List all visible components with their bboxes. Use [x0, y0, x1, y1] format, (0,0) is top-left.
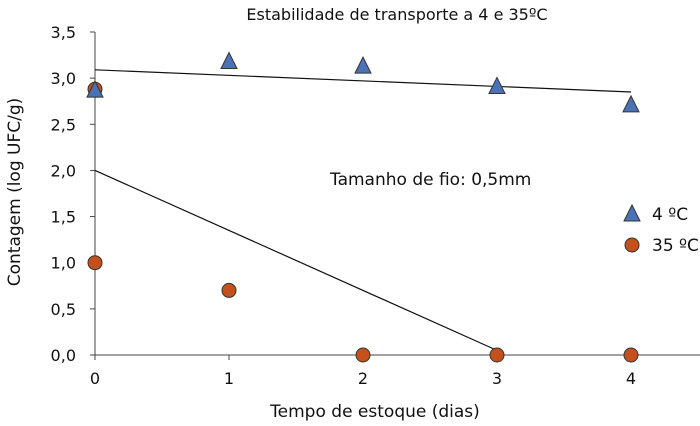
- y-tick-label: 0,5: [51, 300, 76, 319]
- triangle-point: [220, 51, 238, 70]
- circle-point: [355, 347, 371, 363]
- trendline: [94, 169, 498, 351]
- triangle-point: [622, 94, 640, 113]
- circle-point: [221, 282, 237, 298]
- legend-label: 35 ºC: [652, 236, 699, 256]
- triangle-point: [488, 76, 506, 94]
- trendline: [94, 69, 632, 93]
- chart-title: Estabilidade de transporte a 4 e 35ºC: [246, 5, 547, 24]
- x-axis-title: Tempo de estoque (dias): [269, 402, 480, 422]
- y-tick-label: 0,0: [51, 346, 76, 365]
- y-axis-title: Contagem (log UFC/g): [5, 98, 25, 287]
- y-tick-label: 2,5: [51, 115, 76, 134]
- x-tick-label: 3: [492, 369, 502, 388]
- circle-point: [489, 347, 505, 363]
- y-tick-label: 3,0: [51, 69, 76, 88]
- x-tick-label: 0: [90, 369, 100, 388]
- y-tick-label: 2,0: [51, 161, 76, 180]
- y-tick-label: 1,5: [51, 208, 76, 227]
- x-tick-label: 2: [358, 369, 368, 388]
- triangle-point: [354, 56, 372, 74]
- chart-annotation: Tamanho de fio: 0,5mm: [329, 170, 531, 190]
- triangle-point: [86, 80, 104, 98]
- circle-point: [87, 255, 103, 271]
- legend-marker: [624, 237, 640, 253]
- trendlines: [94, 69, 632, 351]
- legend: 4 ºC 35 ºC: [623, 203, 699, 256]
- legend-label: 4 ºC: [652, 205, 688, 225]
- data-markers: [86, 51, 640, 363]
- y-tick-label: 3,5: [51, 23, 76, 42]
- x-tick-label: 4: [626, 369, 636, 388]
- y-tick-label: 1,0: [51, 254, 76, 273]
- axes: 0,0 0,5 1,0 1,5 2,0 2,5 3,0 3,5 0 1 2 3 4: [51, 23, 700, 388]
- x-tick-label: 1: [224, 369, 234, 388]
- legend-marker: [623, 203, 641, 222]
- circle-point: [623, 347, 639, 363]
